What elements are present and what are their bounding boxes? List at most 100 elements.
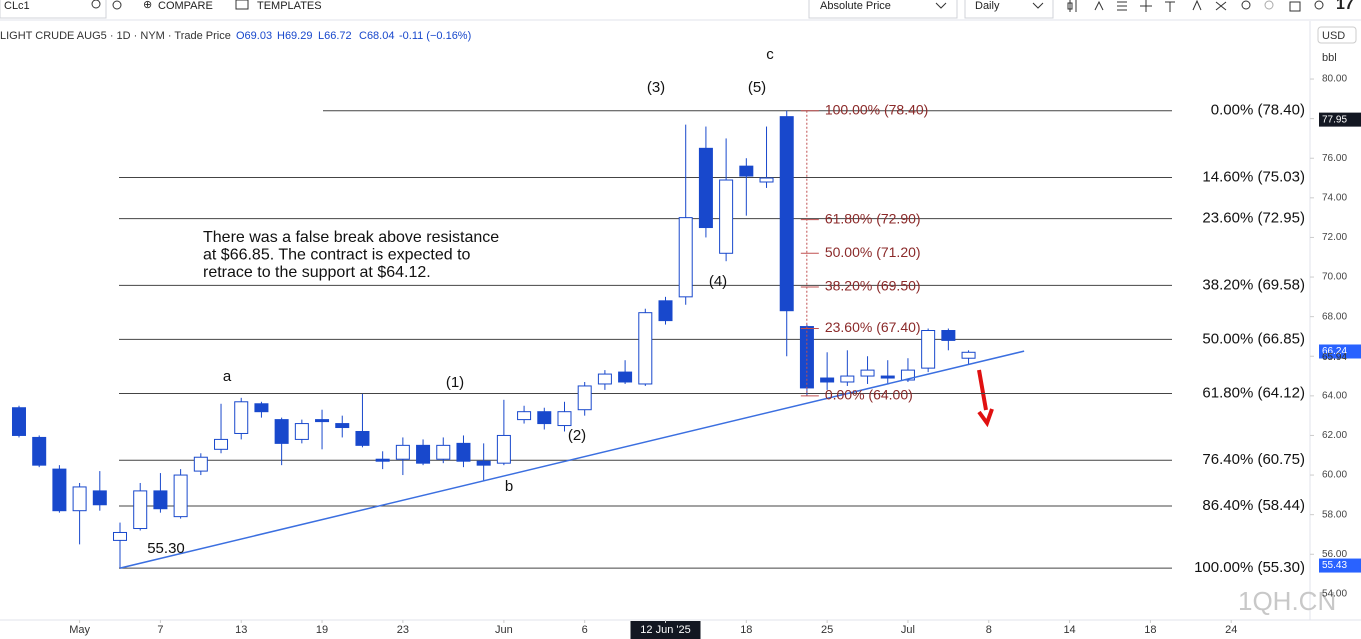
legend-high: H69.29 [277, 30, 312, 42]
price-tag-label: 77.95 [1322, 114, 1347, 125]
wave-label: 55.30 [147, 540, 185, 557]
legend-close: C68.04 [359, 30, 394, 42]
x-tick-label: 7 [157, 624, 163, 636]
interval[interactable]: Daily [975, 0, 1000, 12]
candle-body [941, 330, 956, 341]
symbol-box[interactable] [0, 0, 107, 19]
inner-fib-label: 100.00% (78.40) [825, 101, 929, 117]
compare-button[interactable]: COMPARE [158, 0, 213, 12]
candle-body [719, 179, 734, 254]
legend-low: L66.72 [318, 30, 352, 42]
inner-fib-label: 23.60% (67.40) [825, 319, 921, 335]
logo: 17 [1336, 0, 1354, 13]
scale-mode[interactable]: Absolute Price [820, 0, 891, 12]
x-tick-label: 18 [1144, 624, 1156, 636]
candle-body [113, 531, 128, 541]
y-tick-label: 56.00 [1322, 549, 1347, 560]
candle-body [395, 444, 410, 460]
y-tick-label: 62.00 [1322, 430, 1347, 441]
candle-body [11, 407, 26, 436]
fib-label: 38.20% (69.58) [1202, 276, 1305, 293]
add-icon[interactable] [112, 0, 122, 10]
candle-body [153, 490, 168, 510]
tool-icons[interactable] [1067, 0, 1324, 12]
wave-label: (2) [568, 427, 586, 444]
legend-change: -0.11 (−0.16%) [399, 30, 471, 42]
x-tick-label: 12 Jun '25 [640, 624, 690, 636]
x-tick-label: 13 [235, 624, 247, 636]
candle-body [234, 401, 249, 434]
inner-fib-label: 61.80% (72.90) [825, 210, 921, 226]
annotation-line: There was a false break above resistance [203, 229, 499, 246]
candle-body [193, 456, 208, 472]
y-tick-label: 58.00 [1322, 509, 1347, 520]
candle-body [254, 403, 269, 413]
y-tick-label: 74.00 [1322, 192, 1347, 203]
unit: bbl [1322, 52, 1337, 64]
y-tick-label: 72.00 [1322, 232, 1347, 243]
x-tick-label: Jul [901, 624, 915, 636]
x-tick-highlight [630, 621, 701, 639]
symbol[interactable]: CLc1 [4, 0, 30, 12]
scale-select[interactable] [808, 0, 958, 19]
inner-fib-label: 0.00% (64.00) [825, 387, 913, 403]
candle-body [315, 419, 330, 423]
candle-body [416, 444, 431, 464]
y-tick-label: 68.00 [1322, 311, 1347, 322]
annotation-line: retrace to the support at $64.12. [203, 264, 431, 281]
wave-label: c [766, 46, 774, 63]
y-tick-label: 76.00 [1322, 153, 1347, 164]
candle-body [537, 411, 552, 425]
price-tag [1319, 558, 1361, 573]
trendline [119, 350, 1025, 569]
legend-open: O69.03 [236, 30, 272, 42]
watermark: 1QH.CN [1238, 586, 1336, 616]
x-tick-label: 24 [1225, 624, 1237, 636]
fib-label: 100.00% (55.30) [1194, 559, 1305, 576]
price-tag-label: 65.94 [1322, 352, 1347, 363]
candle-body [173, 474, 188, 518]
search-icon[interactable] [91, 0, 101, 9]
toolbar: CLc1 ⊕ COMPARE TEMPLATES Absolute Price … [0, 0, 1361, 21]
candle-body [678, 217, 693, 298]
fib-label: 86.40% (58.44) [1202, 497, 1305, 514]
candle-body [274, 419, 289, 444]
candle-body [496, 434, 511, 464]
x-tick-label: May [69, 624, 90, 636]
inner-fib-label: 50.00% (71.20) [825, 244, 921, 260]
chevron [1032, 2, 1044, 9]
x-tick-label: 8 [986, 624, 992, 636]
candle-body [133, 490, 148, 530]
currency-box[interactable] [1317, 26, 1357, 44]
currency[interactable]: USD [1322, 30, 1345, 42]
candle-body [921, 330, 936, 369]
fib-label: 23.60% (72.95) [1202, 210, 1305, 227]
price-tag-label: 55.43 [1322, 560, 1347, 571]
fib-label: 50.00% (66.85) [1202, 330, 1305, 347]
candle-body [476, 460, 491, 466]
y-tick-label: 54.00 [1322, 589, 1347, 600]
fib-label: 76.40% (60.75) [1202, 451, 1305, 468]
y-tick-label: 80.00 [1322, 74, 1347, 85]
candle-body [820, 377, 835, 383]
y-tick-label: 64.00 [1322, 390, 1347, 401]
x-tick-label: 25 [821, 624, 833, 636]
candle-body [375, 458, 390, 462]
candle-body [618, 371, 633, 383]
candle-body [557, 411, 572, 427]
candle-body [779, 116, 794, 312]
legend-instrument: LIGHT CRUDE AUG5 · 1D · NYM · Trade Pric… [0, 30, 231, 42]
candle-body [52, 468, 67, 512]
candle-body [840, 375, 855, 383]
candle-body [335, 423, 350, 429]
templates-button[interactable]: TEMPLATES [257, 0, 322, 12]
x-tick-label: 6 [582, 624, 588, 636]
candle-body [900, 369, 915, 381]
interval-select[interactable] [964, 0, 1054, 19]
x-tick-label: Jun [495, 624, 513, 636]
candle-body [698, 147, 713, 229]
templates-icon[interactable] [235, 0, 249, 10]
compare-icon[interactable]: ⊕ [143, 0, 152, 11]
fib-label: 0.00% (78.40) [1211, 102, 1305, 119]
